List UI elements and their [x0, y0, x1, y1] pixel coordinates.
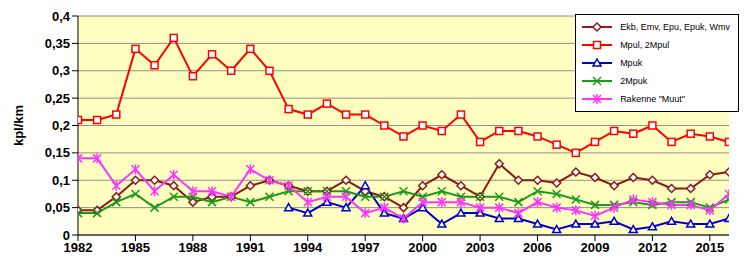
svg-text:1991: 1991: [236, 240, 265, 255]
svg-text:2003: 2003: [466, 240, 495, 255]
svg-text:1988: 1988: [178, 240, 207, 255]
svg-text:2009: 2009: [581, 240, 610, 255]
svg-text:1994: 1994: [293, 240, 323, 255]
html-text:Mpuk: Mpuk: [620, 58, 643, 68]
svg-text:1982: 1982: [63, 240, 93, 256]
svg-text:0,2: 0,2: [52, 118, 70, 133]
svg-text:0,3: 0,3: [52, 63, 70, 78]
html-text:Mpul, 2Mpul: Mpul, 2Mpul: [620, 40, 670, 50]
svg-text:1997: 1997: [351, 240, 380, 255]
html-text:Ekb, Emv, Epu, Epuk, Wmv: Ekb, Emv, Epu, Epuk, Wmv: [620, 22, 730, 32]
svg-text:0,35: 0,35: [45, 36, 70, 51]
svg-text:2000: 2000: [408, 240, 437, 255]
html-text:2Mpuk: 2Mpuk: [620, 76, 648, 86]
svg-text:0,05: 0,05: [45, 200, 70, 215]
svg-text:2015: 2015: [695, 240, 724, 255]
svg-text:0,1: 0,1: [52, 173, 70, 188]
svg-text:0: 0: [63, 228, 70, 243]
svg-text:0,15: 0,15: [45, 145, 70, 160]
svg-text:0,25: 0,25: [45, 91, 70, 106]
svg-text:2006: 2006: [523, 240, 552, 255]
svg-text:1985: 1985: [121, 240, 150, 255]
svg-text:kpl/km: kpl/km: [11, 105, 26, 146]
svg-text:0,4: 0,4: [52, 9, 71, 24]
html-text:Rakenne "Muut": Rakenne "Muut": [620, 94, 686, 104]
svg-text:2012: 2012: [638, 240, 667, 255]
